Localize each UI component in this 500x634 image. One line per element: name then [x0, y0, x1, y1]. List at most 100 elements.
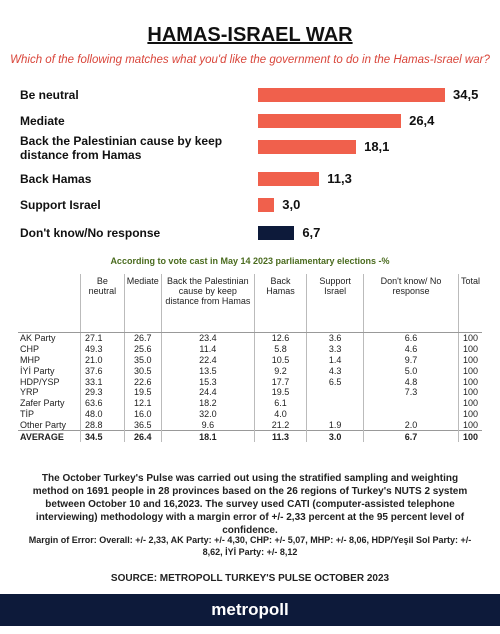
- bar: [258, 226, 295, 240]
- bar: [258, 140, 357, 154]
- column-header: Be neutral: [80, 274, 125, 333]
- category-label: Be neutral: [20, 88, 79, 102]
- table-row: CHP 49.3 25.6 11.4 5.8 3.3 4.6 100: [18, 343, 482, 355]
- table-cell: 7.3: [363, 386, 459, 398]
- column-header: Back the Palestinian cause by keep dista…: [160, 274, 255, 333]
- table-cell: 9.6: [160, 419, 255, 431]
- table-cell: 6.1: [253, 397, 307, 409]
- table-cell: 3.6: [306, 332, 364, 344]
- table-cell: 33.1: [80, 376, 125, 387]
- table-cell: 5.8: [253, 343, 307, 355]
- column-header: Total: [457, 274, 482, 333]
- table-cell: AK Party: [20, 333, 56, 344]
- table-cell: 3.0: [306, 430, 364, 442]
- table-cell: 63.6: [80, 397, 125, 409]
- table-cell: 27.1: [80, 332, 125, 344]
- table-cell: CHP: [20, 344, 40, 355]
- bar: [258, 114, 402, 128]
- table-cell: 100: [457, 343, 482, 355]
- table-cell: HDP/YSP: [20, 376, 60, 387]
- column-header: Back Hamas: [253, 274, 307, 333]
- table-cell: 1.9: [306, 419, 364, 431]
- category-label: Mediate: [20, 114, 65, 128]
- chart-title: HAMAS-ISRAEL WAR: [147, 24, 353, 46]
- table-row: AVERAGE 34.5 26.4 18.1 11.3 3.0 6.7 100: [18, 430, 482, 442]
- chart-subtitle: Which of the following matches what you'…: [10, 54, 490, 66]
- table-cell: 11.4: [160, 343, 255, 355]
- table-cell: MHP: [20, 354, 40, 365]
- column-header: [18, 274, 81, 333]
- table-cell: 26.7: [123, 332, 162, 344]
- table-cell: 32.0: [160, 408, 255, 420]
- header-row: Be neutral Mediate Back the Palestinian ca…: [18, 274, 482, 333]
- table-cell: İYİ Party: [20, 365, 55, 376]
- table-cell: 23.4: [160, 332, 255, 344]
- footer-brand: metropoll: [0, 594, 500, 626]
- table-cell: 34.5: [80, 430, 125, 442]
- table-cell: 35.0: [123, 354, 162, 366]
- table-row: İYİ Party 37.6 30.5 13.5 9.2 4.3 5.0 100: [18, 365, 482, 377]
- table-cell: 100: [457, 408, 482, 420]
- category-label: Back the Palestinian cause by keep dista…: [20, 134, 223, 162]
- table-cell: 4.3: [306, 365, 364, 377]
- column-header: Don't know/ No response: [363, 274, 459, 333]
- table-cell: 22.6: [123, 376, 162, 387]
- table-cell: 100: [457, 332, 482, 344]
- table-cell: 13.5: [160, 365, 255, 377]
- table-cell: Zafer Party: [20, 398, 65, 409]
- column-header: Mediate: [123, 274, 162, 333]
- table-cell: 100: [457, 419, 482, 431]
- footnote: The October Turkey's Pulse was carried o…: [32, 473, 468, 536]
- table-cell: 21.0: [80, 354, 125, 366]
- table-cell: 11.3: [253, 430, 307, 442]
- table-cell: 5.0: [363, 365, 459, 377]
- table-row: AK Party 27.1 26.7 23.4 12.6 3.6 6.6 100: [18, 332, 482, 344]
- category-label: Support Israel: [20, 198, 101, 212]
- table-cell: 4.8: [363, 376, 459, 387]
- bar: [258, 88, 445, 102]
- table-cell: [363, 397, 459, 409]
- table-cell: 19.5: [253, 386, 307, 398]
- table-cell: 30.5: [123, 365, 162, 377]
- bar: [258, 198, 275, 212]
- bar: [258, 172, 320, 186]
- table-cell: [306, 397, 364, 409]
- table-cell: AVERAGE: [18, 430, 81, 442]
- value-label: 3,0: [282, 197, 301, 212]
- table-cell: 28.8: [80, 419, 125, 431]
- table-row: Other Party 28.8 36.5 9.6 21.2 1.9 2.0 100: [18, 419, 482, 431]
- table-cell: 19.5: [123, 386, 162, 398]
- table-cell: 100: [457, 376, 482, 387]
- table-row: YRP 29.3 19.5 24.4 19.5 7.3 100: [18, 386, 482, 398]
- table-cell: 18.2: [160, 397, 255, 409]
- table-cell: 6.7: [363, 430, 459, 442]
- value-label: 34,5: [453, 87, 479, 102]
- table-row: MHP 21.0 35.0 22.4 10.5 1.4 9.7 100: [18, 354, 482, 366]
- table-cell: 9.2: [253, 365, 307, 377]
- table-cell: 9.7: [363, 354, 459, 366]
- results-table: Be neutral Mediate Back the Palestinian ca…: [18, 274, 482, 442]
- table-cell: [306, 386, 364, 398]
- table-cell: 100: [457, 430, 482, 442]
- table-row: TİP 48.0 16.0 32.0 4.0 100: [18, 408, 482, 420]
- table-cell: 2.0: [363, 419, 459, 431]
- margin-of-error: Margin of Error: Overall: +/- 2,33, AK P…: [28, 535, 472, 557]
- table-cell: 100: [457, 354, 482, 366]
- table-cell: 10.5: [253, 354, 307, 366]
- table-cell: 6.5: [306, 376, 364, 387]
- column-header: Support Israel: [306, 274, 364, 333]
- table-cell: 18.1: [160, 430, 255, 442]
- table-cell: 1.4: [306, 354, 364, 366]
- value-label: 26,4: [409, 113, 435, 128]
- value-label: 6,7: [302, 225, 321, 240]
- table-cell: 100: [457, 365, 482, 377]
- table-cell: 22.4: [160, 354, 255, 366]
- table-cell: 36.5: [123, 419, 162, 431]
- table-cell: 3.3: [306, 343, 364, 355]
- table-cell: 6.6: [363, 332, 459, 344]
- table-cell: 17.7: [253, 376, 307, 387]
- table-cell: 12.6: [253, 332, 307, 344]
- value-label: 11,3: [327, 171, 352, 186]
- table-cell: 12.1: [123, 397, 162, 409]
